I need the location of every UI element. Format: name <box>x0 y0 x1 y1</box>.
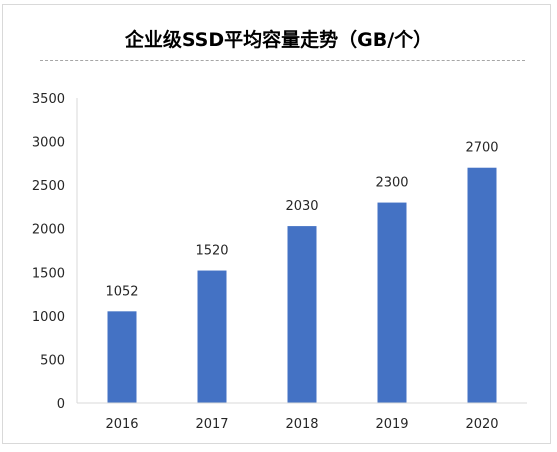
y-tick-label: 2000 <box>32 223 65 238</box>
x-tick-label-2020: 2020 <box>465 417 498 432</box>
y-tick-label: 0 <box>57 397 65 412</box>
bars: 1052 1520 2030 2300 2700 <box>105 141 499 403</box>
bar-2019 <box>377 202 407 403</box>
y-tick-label: 1500 <box>32 266 65 281</box>
y-tick-label: 2500 <box>32 179 65 194</box>
x-tick-label-2019: 2019 <box>375 417 408 432</box>
bar-2018 <box>287 226 317 403</box>
bar-2020 <box>467 167 497 403</box>
chart-title: 企业级SSD平均容量走势（GB/个） <box>124 29 433 51</box>
bar-2016 <box>107 311 137 403</box>
x-tick-label-2016: 2016 <box>105 417 138 432</box>
data-label-2017: 1520 <box>195 244 228 259</box>
data-label-2020: 2700 <box>465 141 498 156</box>
y-tick-label: 500 <box>40 353 65 368</box>
y-tick-label: 1000 <box>32 310 65 325</box>
data-label-2019: 2300 <box>375 176 408 191</box>
y-axis: 0 500 1000 1500 2000 2500 3000 3500 <box>32 92 78 412</box>
chart-frame <box>2 4 551 444</box>
data-label-2016: 1052 <box>105 284 138 299</box>
x-axis: 2016 2017 2018 2019 2020 <box>77 402 527 432</box>
title-divider <box>40 60 525 61</box>
x-tick-label-2018: 2018 <box>285 417 318 432</box>
y-tick-label: 3000 <box>32 136 65 151</box>
y-tick-label: 3500 <box>32 92 65 107</box>
x-tick-label-2017: 2017 <box>195 417 228 432</box>
data-label-2018: 2030 <box>285 199 318 214</box>
bar-2017 <box>197 270 227 403</box>
